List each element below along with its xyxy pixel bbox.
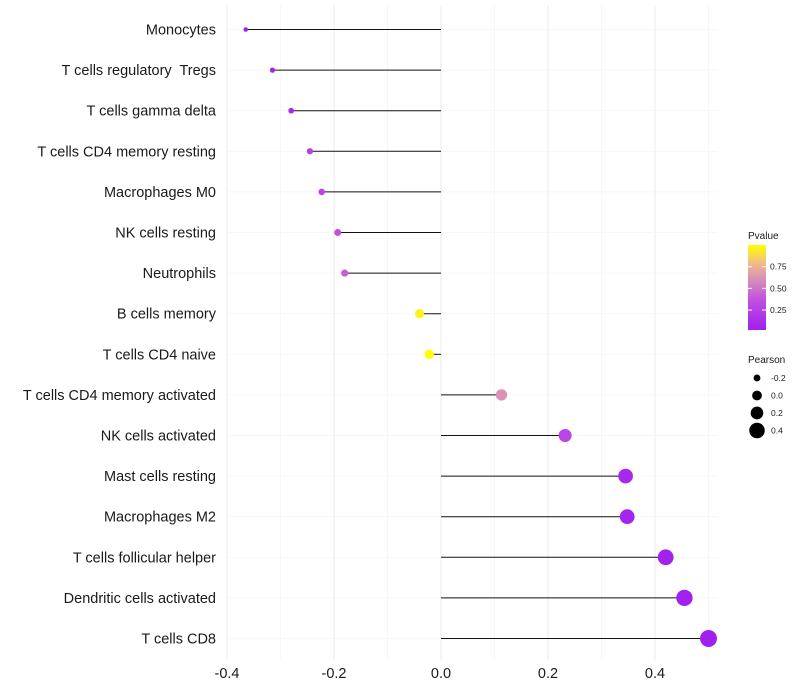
pvalue-legend-tick-label: 0.75 — [770, 262, 787, 272]
category-label: T cells CD4 memory resting — [37, 144, 216, 160]
x-tick-label: 0.2 — [538, 666, 558, 682]
pearson-legend-label: 0.2 — [771, 408, 783, 418]
x-axis-tick-labels: -0.4 -0.2 0.0 0.2 0.4 — [215, 666, 666, 682]
lollipop-stems — [245, 29, 709, 639]
lollipop-point — [306, 148, 314, 155]
pearson-legend-key — [753, 374, 761, 382]
lollipop-point — [415, 309, 425, 319]
pearson-legend-key — [752, 390, 762, 401]
lollipop-point — [334, 229, 342, 236]
pvalue-legend-title: Pvalue — [748, 231, 779, 242]
lollipop-point — [424, 349, 434, 360]
pearson-legend: Pearson -0.2 0.0 0.2 0.4 — [748, 355, 786, 439]
lollipop-point — [495, 389, 508, 401]
pearson-legend-label: 0.0 — [771, 391, 783, 401]
pvalue-legend: Pvalue 0.25 0.50 0.75 — [748, 231, 787, 330]
lollipop-point — [676, 589, 693, 607]
category-label: T cells gamma delta — [87, 104, 217, 120]
pearson-legend-title: Pearson — [748, 355, 785, 366]
pearson-legend-key — [749, 422, 765, 439]
pvalue-colorbar — [748, 245, 766, 330]
lollipop-point — [700, 630, 717, 647]
pvalue-legend-tick-label: 0.50 — [770, 283, 787, 293]
lollipop-point — [619, 509, 635, 525]
category-label: T cells follicular helper — [73, 550, 216, 566]
category-label: NK cells resting — [115, 226, 216, 242]
lollipop-point — [318, 188, 325, 196]
category-label: T cells CD4 naive — [103, 347, 216, 363]
lollipop-point — [341, 269, 349, 277]
lollipop-point — [269, 67, 276, 73]
x-tick-label: 0.0 — [431, 666, 451, 682]
category-label: B cells memory — [117, 307, 217, 323]
lollipop-point — [618, 468, 633, 484]
lollipop-point — [657, 549, 674, 566]
lollipop-point — [558, 428, 572, 443]
x-tick-label: -0.4 — [215, 666, 240, 682]
grid — [226, 5, 718, 660]
category-label: T cells regulatory Tregs — [62, 63, 216, 79]
category-label: NK cells activated — [101, 429, 216, 445]
x-tick-label: 0.4 — [645, 666, 665, 682]
category-label: Monocytes — [146, 23, 216, 39]
category-label: T cells CD4 memory activated — [23, 388, 216, 404]
category-labels: Monocytes T cells regulatory Tregs T cells… — [23, 23, 217, 648]
category-label: Neutrophils — [143, 266, 216, 282]
pvalue-legend-tick-label: 0.25 — [770, 305, 787, 315]
category-label: Dendritic cells activated — [64, 591, 216, 607]
lollipop-point — [243, 27, 248, 32]
category-label: Macrophages M2 — [104, 510, 216, 526]
lollipop-points — [243, 27, 717, 647]
category-label: Mast cells resting — [104, 469, 216, 485]
pearson-legend-label: 0.4 — [771, 426, 783, 436]
x-tick-label: -0.2 — [322, 666, 347, 682]
pearson-legend-label: -0.2 — [771, 373, 786, 383]
lollipop-point — [288, 107, 295, 114]
pearson-legend-key — [750, 406, 764, 420]
category-label: T cells CD8 — [141, 632, 216, 648]
category-label: Macrophages M0 — [104, 185, 216, 201]
